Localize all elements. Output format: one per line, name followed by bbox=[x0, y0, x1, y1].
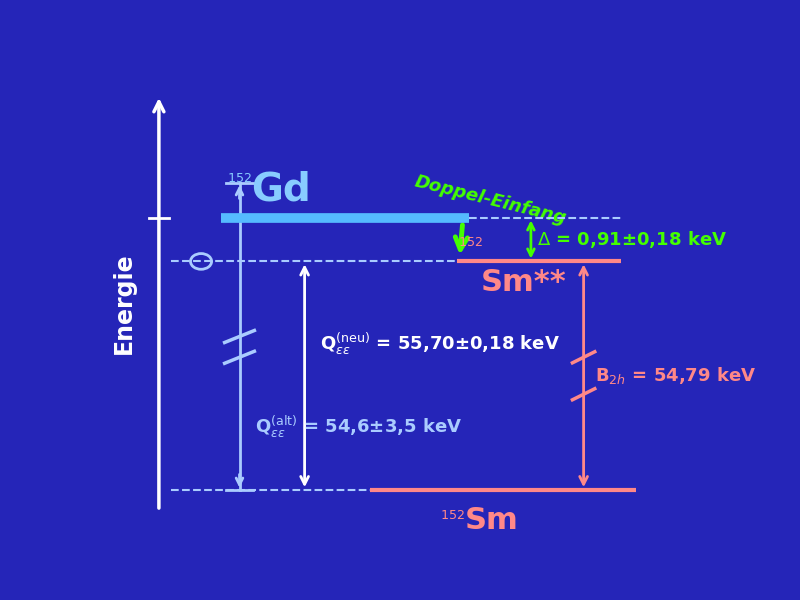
Text: Q$_{\varepsilon\varepsilon}^{\rm(alt)}$ = 54,6±3,5 keV: Q$_{\varepsilon\varepsilon}^{\rm(alt)}$ … bbox=[255, 413, 462, 440]
Text: Energie: Energie bbox=[111, 252, 135, 354]
Text: $^{152}$: $^{152}$ bbox=[440, 511, 465, 529]
Text: Sm**: Sm** bbox=[481, 268, 566, 297]
Text: Sm: Sm bbox=[465, 506, 518, 535]
Text: $\Delta$ = 0,91±0,18 keV: $\Delta$ = 0,91±0,18 keV bbox=[537, 229, 727, 250]
Text: $^{152}$: $^{152}$ bbox=[458, 238, 483, 256]
Text: $^{152}$: $^{152}$ bbox=[227, 174, 252, 192]
Text: Doppel-Einfang: Doppel-Einfang bbox=[413, 172, 569, 227]
Text: Gd: Gd bbox=[250, 171, 310, 209]
Text: Q$_{\varepsilon\varepsilon}^{\rm(neu)}$ = 55,70±0,18 keV: Q$_{\varepsilon\varepsilon}^{\rm(neu)}$ … bbox=[320, 331, 560, 356]
Text: B$_{2h}$ = 54,79 keV: B$_{2h}$ = 54,79 keV bbox=[594, 365, 756, 386]
